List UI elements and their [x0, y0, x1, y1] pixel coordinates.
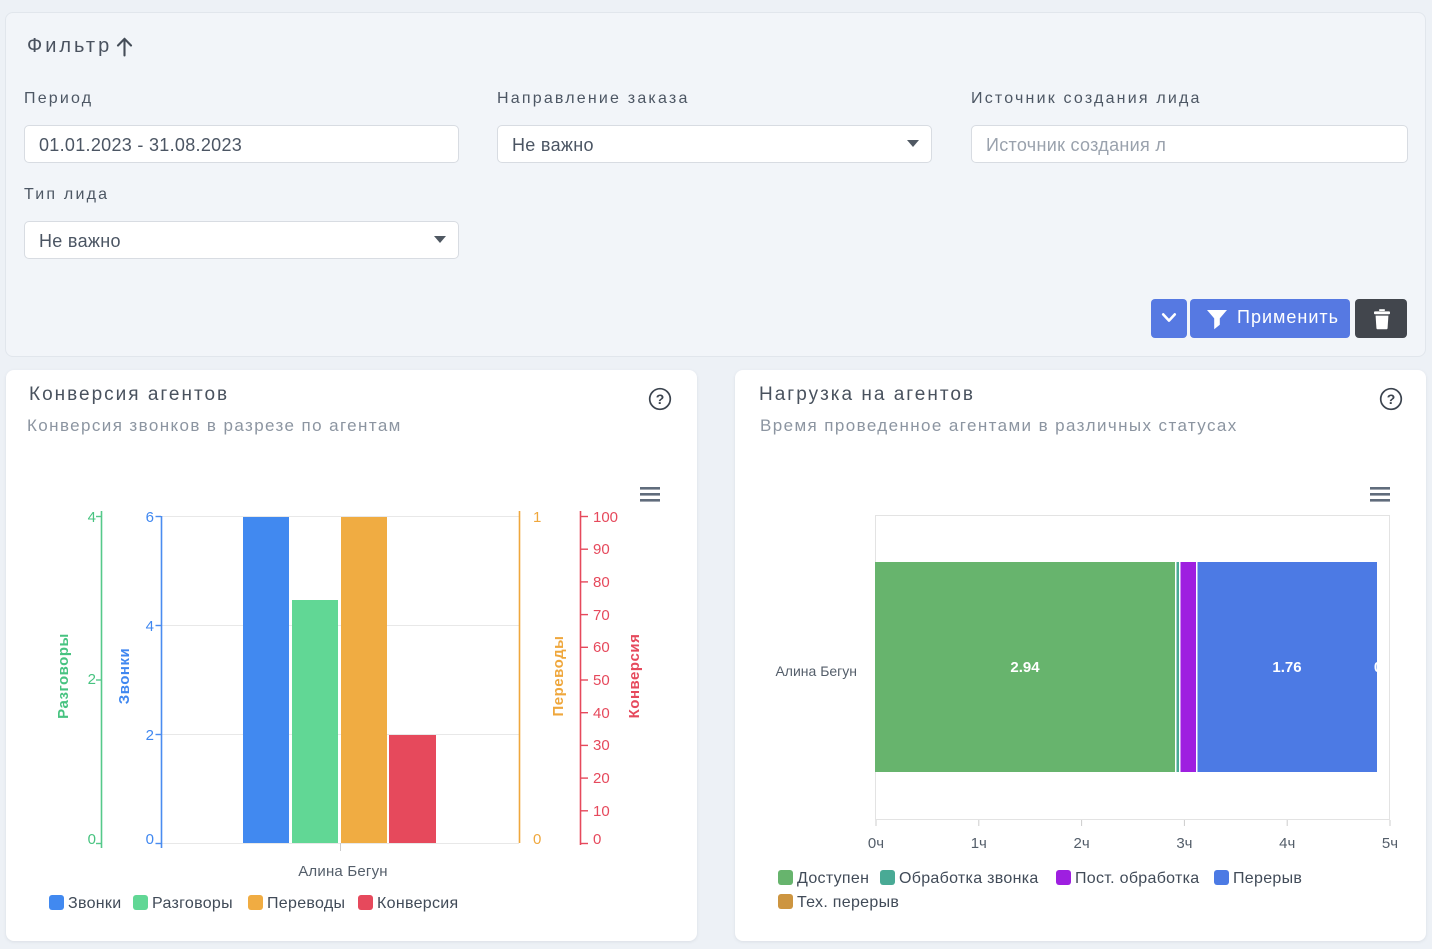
svg-text:Тех. перерыв: Тех. перерыв — [797, 894, 899, 911]
svg-text:50: 50 — [593, 672, 610, 689]
svg-text:Разговоры: Разговоры — [152, 895, 233, 912]
svg-text:Конверсия: Конверсия — [626, 634, 643, 719]
svg-text:4ч: 4ч — [1279, 835, 1295, 852]
svg-text:2: 2 — [88, 671, 96, 688]
svg-text:Звонки: Звонки — [68, 895, 121, 912]
svg-text:2: 2 — [146, 727, 154, 744]
svg-text:4: 4 — [146, 618, 154, 635]
svg-text:0: 0 — [1374, 659, 1382, 676]
svg-text:Разговоры: Разговоры — [55, 633, 72, 719]
svg-text:0: 0 — [88, 831, 96, 848]
svg-text:Переводы: Переводы — [267, 895, 345, 912]
svg-text:0: 0 — [146, 831, 154, 848]
svg-text:90: 90 — [593, 541, 610, 558]
svg-text:20: 20 — [593, 770, 610, 787]
svg-text:4: 4 — [88, 509, 96, 526]
svg-text:Алина Бегун: Алина Бегун — [775, 663, 857, 679]
svg-text:?: ? — [1387, 391, 1396, 407]
svg-text:30: 30 — [593, 737, 610, 754]
svg-text:40: 40 — [593, 705, 610, 722]
svg-text:2ч: 2ч — [1074, 835, 1090, 852]
svg-text:70: 70 — [593, 607, 610, 624]
svg-text:0ч: 0ч — [868, 835, 884, 852]
svg-text:10: 10 — [593, 803, 610, 820]
svg-text:Звонки: Звонки — [116, 648, 133, 704]
svg-text:Алина Бегун: Алина Бегун — [298, 863, 388, 880]
svg-text:100: 100 — [593, 509, 618, 526]
svg-text:Пост. обработка: Пост. обработка — [1075, 870, 1200, 887]
svg-text:1ч: 1ч — [971, 835, 987, 852]
svg-text:0: 0 — [533, 831, 541, 848]
svg-text:Обработка звонка: Обработка звонка — [899, 870, 1039, 887]
svg-text:Перерыв: Перерыв — [1233, 870, 1302, 887]
svg-text:1: 1 — [533, 509, 541, 526]
svg-text:6: 6 — [146, 509, 154, 526]
svg-text:2.94: 2.94 — [1010, 659, 1040, 676]
svg-text:80: 80 — [593, 574, 610, 591]
svg-text:Доступен: Доступен — [797, 870, 869, 887]
svg-text:0: 0 — [593, 831, 601, 848]
svg-text:3ч: 3ч — [1176, 835, 1192, 852]
svg-text:Переводы: Переводы — [550, 636, 567, 717]
svg-text:Конверсия: Конверсия — [377, 895, 458, 912]
svg-text:?: ? — [656, 391, 665, 407]
svg-text:60: 60 — [593, 639, 610, 656]
svg-text:1.76: 1.76 — [1272, 659, 1301, 676]
svg-text:5ч: 5ч — [1382, 835, 1398, 852]
